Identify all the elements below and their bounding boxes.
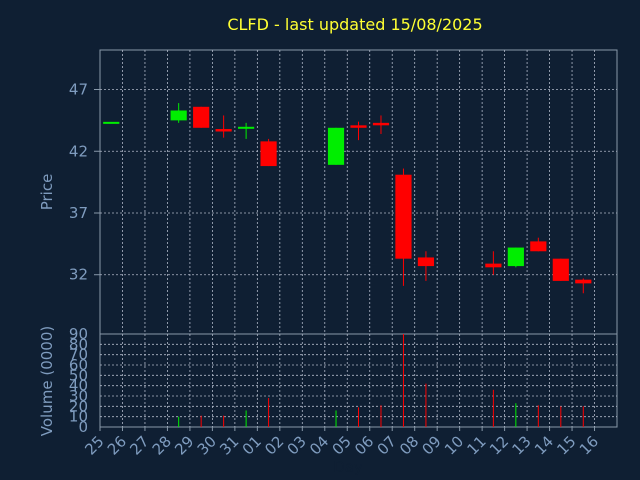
price-tick-label: 32 bbox=[69, 266, 88, 284]
candle-body bbox=[530, 241, 547, 252]
volume-tick-label: 0 bbox=[78, 418, 88, 436]
chart-title: CLFD - last updated 15/08/2025 bbox=[227, 15, 482, 34]
volume-axis-label: Volume (0000) bbox=[38, 326, 56, 436]
candle-body bbox=[507, 247, 524, 267]
candle-body bbox=[395, 174, 412, 259]
candle-body bbox=[552, 258, 569, 281]
candle-body bbox=[170, 110, 187, 121]
volume-tick-label: 10 bbox=[69, 408, 88, 426]
candle-body bbox=[485, 263, 502, 268]
candle-body bbox=[350, 125, 367, 128]
candle-body bbox=[215, 129, 232, 132]
candle-body bbox=[103, 121, 120, 124]
volume-tick-label: 50 bbox=[69, 366, 88, 384]
candle-body bbox=[327, 127, 345, 165]
price-tick-label: 47 bbox=[69, 81, 88, 99]
candle-body bbox=[372, 122, 390, 126]
x-axis-label: Day bbox=[333, 458, 363, 476]
candle-body bbox=[260, 141, 277, 167]
volume-tick-label: 60 bbox=[69, 356, 88, 374]
price-panel: 32 37 42 47 bbox=[69, 49, 618, 335]
volume-tick-label: 20 bbox=[69, 397, 88, 415]
candle-body bbox=[575, 279, 592, 284]
price-tick-label: 37 bbox=[69, 204, 88, 222]
candle-body bbox=[417, 257, 435, 267]
volume-tick-label: 40 bbox=[69, 377, 88, 395]
volume-tick-label: 30 bbox=[69, 387, 88, 405]
y-axis-label: Price bbox=[38, 174, 56, 211]
candle-body bbox=[193, 106, 210, 128]
candle-body bbox=[238, 126, 255, 129]
volume-tick-label: 70 bbox=[69, 346, 88, 364]
volume-tick-label: 90 bbox=[69, 325, 88, 343]
price-tick-label: 42 bbox=[69, 142, 88, 160]
volume-tick-label: 80 bbox=[69, 335, 88, 353]
